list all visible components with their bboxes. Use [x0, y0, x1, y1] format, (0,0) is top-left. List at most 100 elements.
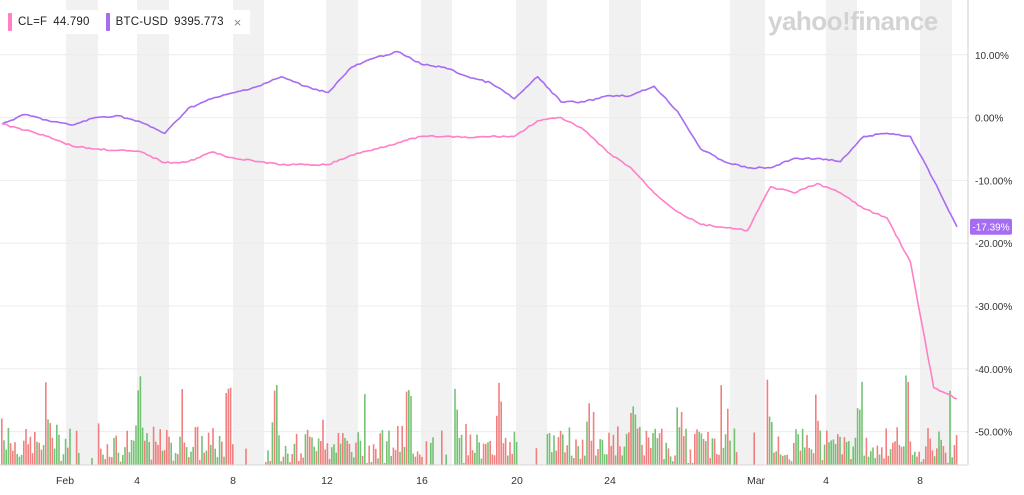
volume-bar: [872, 447, 874, 465]
volume-bar: [313, 446, 315, 465]
volume-bar: [487, 442, 489, 465]
volume-bar: [337, 432, 340, 465]
volume-bar: [944, 452, 947, 465]
volume-bar: [25, 429, 27, 465]
series-line-btc-usd: [1, 50, 958, 228]
volume-bar: [144, 440, 146, 465]
weekend-band: [66, 0, 98, 465]
volume-bar: [207, 432, 210, 465]
volume-bar: [856, 408, 859, 465]
volume-bar: [672, 461, 674, 465]
volume-bar: [315, 451, 318, 465]
volume-bar: [515, 441, 518, 465]
volume-bar: [546, 433, 549, 465]
volume-bar: [680, 411, 683, 465]
volume-bar: [291, 454, 293, 465]
volume-bar: [663, 459, 665, 465]
volume-bar: [141, 427, 144, 465]
volume-bar: [397, 425, 399, 465]
close-icon[interactable]: ×: [233, 14, 242, 30]
volume-bar: [493, 455, 496, 465]
volume-bar: [168, 436, 170, 465]
volume-bar: [639, 426, 641, 465]
volume-bar: [232, 444, 234, 465]
volume-bar: [507, 455, 509, 465]
volume-bar: [192, 446, 194, 465]
weekend-bands: [66, 0, 952, 465]
volume-bar: [14, 442, 16, 465]
volume-bar: [34, 432, 36, 465]
volume-bar: [324, 449, 326, 465]
volume-bar: [133, 440, 135, 465]
volume-bar: [850, 459, 852, 465]
volume-bar: [38, 442, 40, 465]
volume-bar: [148, 441, 150, 465]
volume-bar: [381, 430, 384, 465]
volume-bar: [7, 427, 10, 465]
volume-bar: [936, 448, 938, 465]
volume-bar: [925, 446, 927, 465]
volume-bar: [379, 433, 381, 465]
volume-bar: [298, 460, 300, 465]
volume-bar: [227, 388, 230, 465]
volume-bar: [513, 431, 516, 465]
volume-bar: [394, 450, 397, 465]
y-tick-label: -10.00%: [975, 176, 1012, 187]
volume-bar: [273, 390, 276, 465]
volume-bar: [480, 458, 483, 465]
volume-bar: [839, 436, 841, 465]
volume-bar: [570, 455, 573, 465]
volume-bar: [683, 436, 685, 465]
volume-bar: [612, 434, 615, 465]
volume-bar: [1, 418, 3, 465]
volume-bar: [674, 455, 676, 465]
y-tick-label: -40.00%: [975, 365, 1012, 376]
volume-bar: [498, 382, 500, 465]
x-tick-label: Mar: [747, 475, 766, 487]
volume-bar: [346, 440, 348, 465]
volume-bar: [852, 446, 854, 465]
volume-bar: [476, 434, 478, 465]
volume-bar: [916, 456, 918, 465]
volume-bar: [194, 427, 197, 465]
volume-bar: [157, 444, 159, 465]
x-tick-label: 8: [230, 475, 236, 487]
volume-bar: [304, 434, 307, 465]
volume-bar: [716, 454, 718, 465]
volume-bar: [608, 432, 610, 465]
volume-bar: [621, 455, 623, 465]
volume-bar: [832, 439, 835, 465]
legend-chip-btc[interactable]: BTC-USD 9395.773 ×: [101, 10, 250, 34]
volume-bar: [768, 416, 771, 465]
volume-bar: [410, 395, 412, 465]
volume-bar: [557, 437, 560, 465]
volume-bar: [16, 454, 18, 465]
volume-bar: [938, 431, 940, 465]
legend-value: 44.790: [53, 16, 90, 28]
volume-bar: [799, 450, 802, 465]
volume-bar: [711, 438, 714, 465]
volume-bar: [551, 452, 553, 465]
volume-bar: [828, 442, 830, 465]
volume-bars: [1, 375, 958, 465]
volume-bar: [317, 438, 320, 465]
volume-bar: [199, 460, 201, 465]
volume-bar: [441, 430, 443, 465]
volume-bar: [269, 460, 271, 465]
yahoo-finance-logo: yahoo!finance: [768, 6, 938, 36]
volume-bar: [931, 450, 934, 465]
weekend-band: [516, 0, 547, 465]
volume-bar: [735, 452, 738, 465]
volume-bar: [559, 430, 562, 465]
volume-bar: [885, 428, 887, 465]
volume-bar: [887, 455, 890, 465]
weekend-band: [730, 0, 765, 465]
volume-bar: [643, 455, 645, 465]
volume-bar: [652, 433, 654, 465]
legend-chip-cl[interactable]: CL=F 44.790: [4, 10, 98, 34]
volume-bar: [421, 456, 423, 465]
volume-bar: [408, 390, 410, 465]
volume-bar: [62, 454, 65, 465]
volume-bar: [933, 456, 936, 465]
